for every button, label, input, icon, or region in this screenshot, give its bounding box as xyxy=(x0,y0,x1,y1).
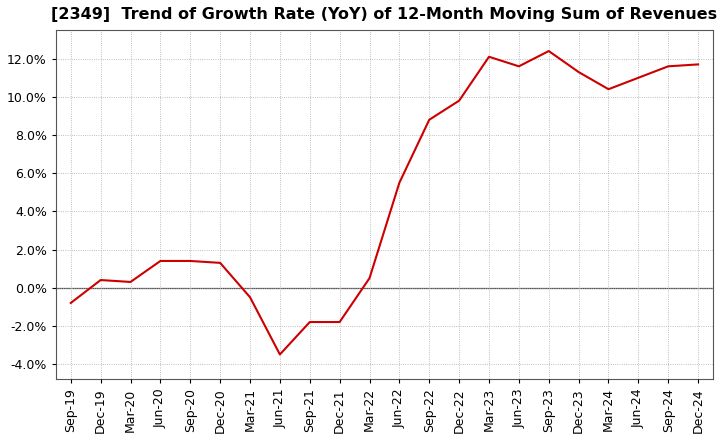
Title: [2349]  Trend of Growth Rate (YoY) of 12-Month Moving Sum of Revenues: [2349] Trend of Growth Rate (YoY) of 12-… xyxy=(51,7,718,22)
